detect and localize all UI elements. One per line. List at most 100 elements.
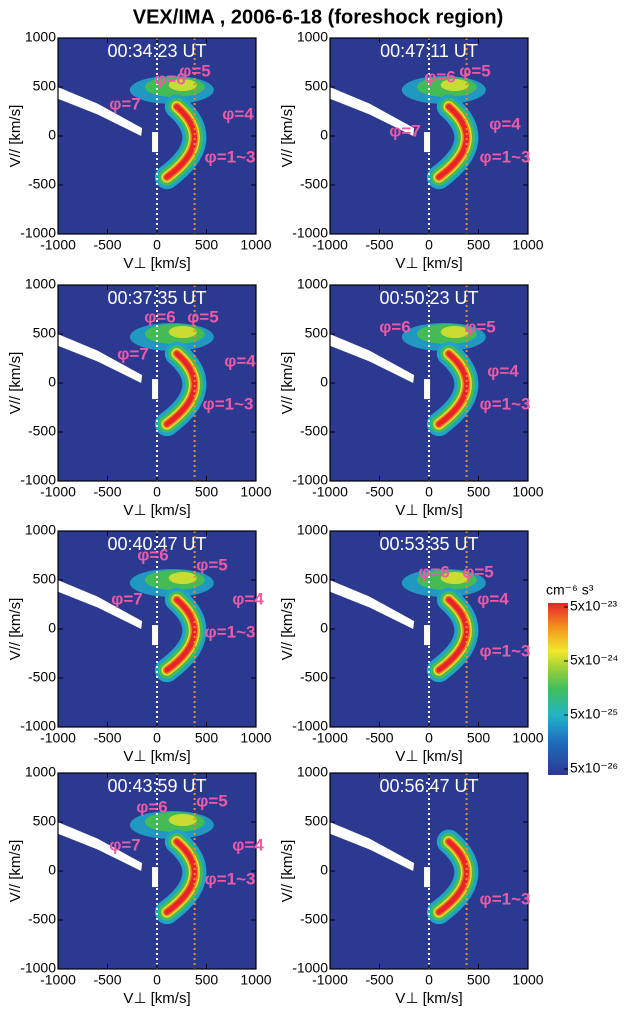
y-axis-label: V// [km/s] [7, 352, 24, 415]
annotation: φ=5 [187, 307, 219, 326]
no-data-region [58, 87, 143, 136]
y-tick-label: 0 [320, 374, 328, 390]
x-tick-label: 1000 [512, 237, 543, 253]
y-tick-label: 500 [305, 325, 329, 341]
annotation: φ=7 [111, 589, 143, 608]
x-tick-label: 0 [425, 237, 433, 253]
annotation: φ=5 [459, 61, 491, 80]
x-tick-label: 0 [153, 972, 161, 988]
x-tick-label: 0 [425, 484, 433, 500]
colorbar-tick-label: 5x10⁻²⁵ [570, 706, 618, 722]
x-tick-label: -500 [93, 972, 121, 988]
y-tick-label: -1000 [292, 718, 328, 734]
distribution [168, 572, 197, 585]
y-tick-label: 1000 [25, 764, 56, 780]
no-data-region [424, 867, 431, 888]
x-tick-label: -1000 [312, 730, 348, 746]
panel-time: 00:53:35 UT [379, 534, 478, 554]
x-axis-label: V⊥ [km/s] [395, 748, 462, 765]
x-axis-label: V⊥ [km/s] [123, 502, 190, 519]
x-tick-label: 500 [467, 972, 491, 988]
colorbar [548, 603, 568, 775]
annotation: φ=6 [418, 562, 450, 581]
no-data-region [58, 822, 143, 871]
annotation: φ=6 [136, 797, 168, 816]
heatmap [330, 285, 528, 481]
y-tick-label: -500 [28, 911, 56, 927]
colorbar-tick-label: 5x10⁻²³ [570, 598, 617, 614]
x-tick-label: -500 [93, 730, 121, 746]
y-tick-label: 1000 [25, 522, 56, 538]
x-tick-label: -1000 [312, 237, 348, 253]
distribution [168, 326, 197, 339]
x-tick-label: -1000 [40, 237, 76, 253]
x-tick-label: -500 [93, 484, 121, 500]
annotation: φ=5 [196, 791, 228, 810]
x-axis-label: V⊥ [km/s] [123, 255, 190, 272]
y-tick-label: -1000 [292, 472, 328, 488]
y-tick-label: -1000 [20, 960, 56, 976]
distribution [436, 104, 469, 180]
y-axis-label: V// [km/s] [279, 598, 296, 661]
annotation: φ=1~3 [480, 641, 531, 660]
y-tick-label: 500 [33, 78, 57, 94]
y-tick-label: 500 [305, 813, 329, 829]
annotation: φ=7 [117, 344, 149, 363]
x-tick-label: 500 [467, 730, 491, 746]
heatmap [58, 773, 256, 969]
annotation: φ=5 [462, 562, 494, 581]
x-tick-label: 500 [195, 237, 219, 253]
x-tick-label: 500 [195, 730, 219, 746]
x-tick-label: -500 [365, 237, 393, 253]
y-tick-label: 500 [33, 813, 57, 829]
y-tick-label: -500 [300, 423, 328, 439]
y-tick-label: 0 [320, 862, 328, 878]
x-tick-label: 500 [195, 484, 219, 500]
y-tick-label: 0 [320, 127, 328, 143]
annotation: φ=7 [109, 835, 141, 854]
panel-time: 00:47:11 UT [380, 41, 478, 61]
annotation: φ=7 [389, 121, 421, 140]
y-tick-label: -500 [300, 911, 328, 927]
x-tick-label: 1000 [512, 484, 543, 500]
x-tick-label: 0 [153, 484, 161, 500]
no-data-region [152, 867, 159, 888]
y-tick-label: -1000 [20, 472, 56, 488]
y-axis-label: V// [km/s] [7, 840, 24, 903]
annotation: φ=6 [137, 545, 169, 564]
y-axis-label: V// [km/s] [7, 598, 24, 661]
x-tick-label: 1000 [240, 237, 271, 253]
x-axis-label: V⊥ [km/s] [395, 502, 462, 519]
heatmap [330, 773, 528, 969]
heatmap [58, 285, 256, 481]
y-tick-label: 0 [48, 862, 56, 878]
distribution [440, 572, 469, 585]
y-tick-label: 500 [305, 571, 329, 587]
distribution [164, 351, 197, 427]
y-tick-label: -500 [28, 423, 56, 439]
panel-time: 00:34:23 UT [107, 41, 206, 61]
panel-time: 00:43:59 UT [107, 776, 206, 796]
distribution [440, 79, 469, 92]
y-tick-label: -500 [300, 669, 328, 685]
x-tick-label: -1000 [312, 972, 348, 988]
x-tick-label: 1000 [512, 730, 543, 746]
distribution [440, 326, 469, 339]
y-tick-label: 0 [320, 620, 328, 636]
heatmap [58, 38, 256, 234]
x-tick-label: 1000 [512, 972, 543, 988]
x-tick-label: -500 [365, 730, 393, 746]
y-tick-label: -1000 [20, 225, 56, 241]
y-axis-label: V// [km/s] [279, 840, 296, 903]
no-data-region [330, 334, 415, 383]
annotation: φ=5 [196, 555, 228, 574]
x-tick-label: 500 [467, 484, 491, 500]
distribution [436, 597, 469, 673]
y-tick-label: 1000 [297, 522, 328, 538]
x-tick-label: 1000 [240, 730, 271, 746]
annotation: φ=1~3 [205, 869, 256, 888]
heatmap [58, 531, 256, 727]
annotation: φ=6 [144, 307, 176, 326]
y-tick-label: 1000 [297, 276, 328, 292]
annotation: φ=5 [464, 317, 496, 336]
